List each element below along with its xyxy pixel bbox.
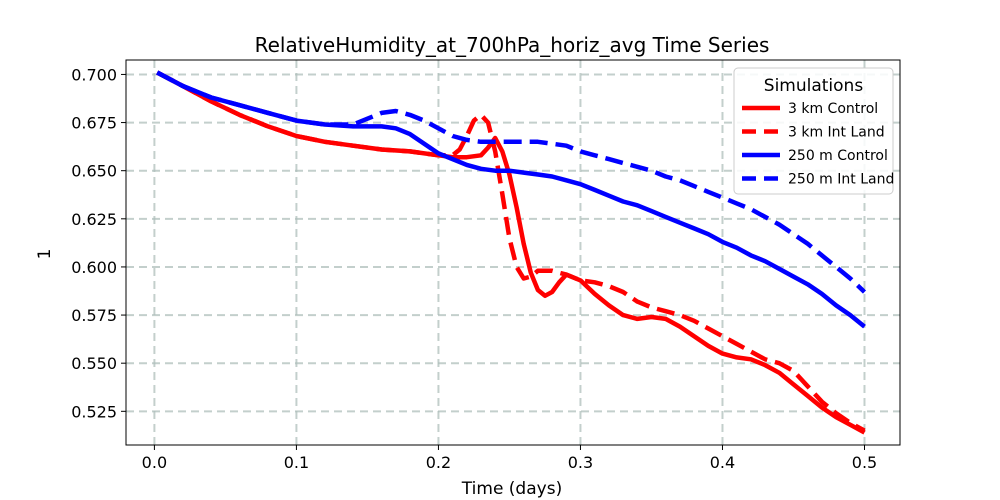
legend-entry-label: 250 m Int Land [788, 172, 894, 188]
x-tick-label: 0.2 [426, 453, 451, 472]
series-line-2 [156, 70, 866, 329]
x-tick-label: 0.4 [710, 453, 735, 472]
x-tick-label: 0.1 [284, 453, 309, 472]
x-axis-label: Time (days) [461, 479, 562, 499]
legend-entry-label: 3 km Int Land [788, 125, 885, 141]
legend-entry-label: 250 m Control [788, 148, 888, 164]
y-tick-label: 0.700 [71, 65, 117, 84]
series-line-3 [156, 70, 867, 294]
y-axis: 0.525 0.550 0.575 0.600 0.625 0.650 0.675 0.700 [71, 65, 126, 421]
legend-title: Simulations [764, 76, 864, 96]
y-tick-label: 0.625 [71, 210, 117, 229]
x-tick-label: 0.5 [852, 453, 877, 472]
x-axis: 0.0 0.1 0.2 0.3 0.4 0.5 [142, 445, 877, 472]
legend: Simulations 3 km Control 3 km Int Land 250 … [733, 67, 894, 195]
y-tick-label: 0.650 [71, 162, 117, 181]
y-tick-label: 0.550 [71, 354, 117, 373]
legend-box [733, 67, 894, 195]
y-axis-label: 1 [35, 249, 55, 260]
chart-title: RelativeHumidity_at_700hPa_horiz_avg Tim… [255, 33, 770, 57]
series-layer [156, 70, 867, 435]
legend-entry-label: 3 km Control [788, 101, 878, 117]
x-tick-label: 0.0 [142, 453, 167, 472]
x-tick-label: 0.3 [568, 453, 593, 472]
plot-border [125, 59, 901, 446]
y-tick-label: 0.575 [71, 306, 117, 325]
series-line-1 [156, 70, 866, 433]
y-tick-label: 0.675 [71, 114, 117, 133]
y-tick-label: 0.600 [71, 258, 117, 277]
y-tick-label: 0.525 [71, 402, 117, 421]
series-line-0 [156, 70, 866, 435]
